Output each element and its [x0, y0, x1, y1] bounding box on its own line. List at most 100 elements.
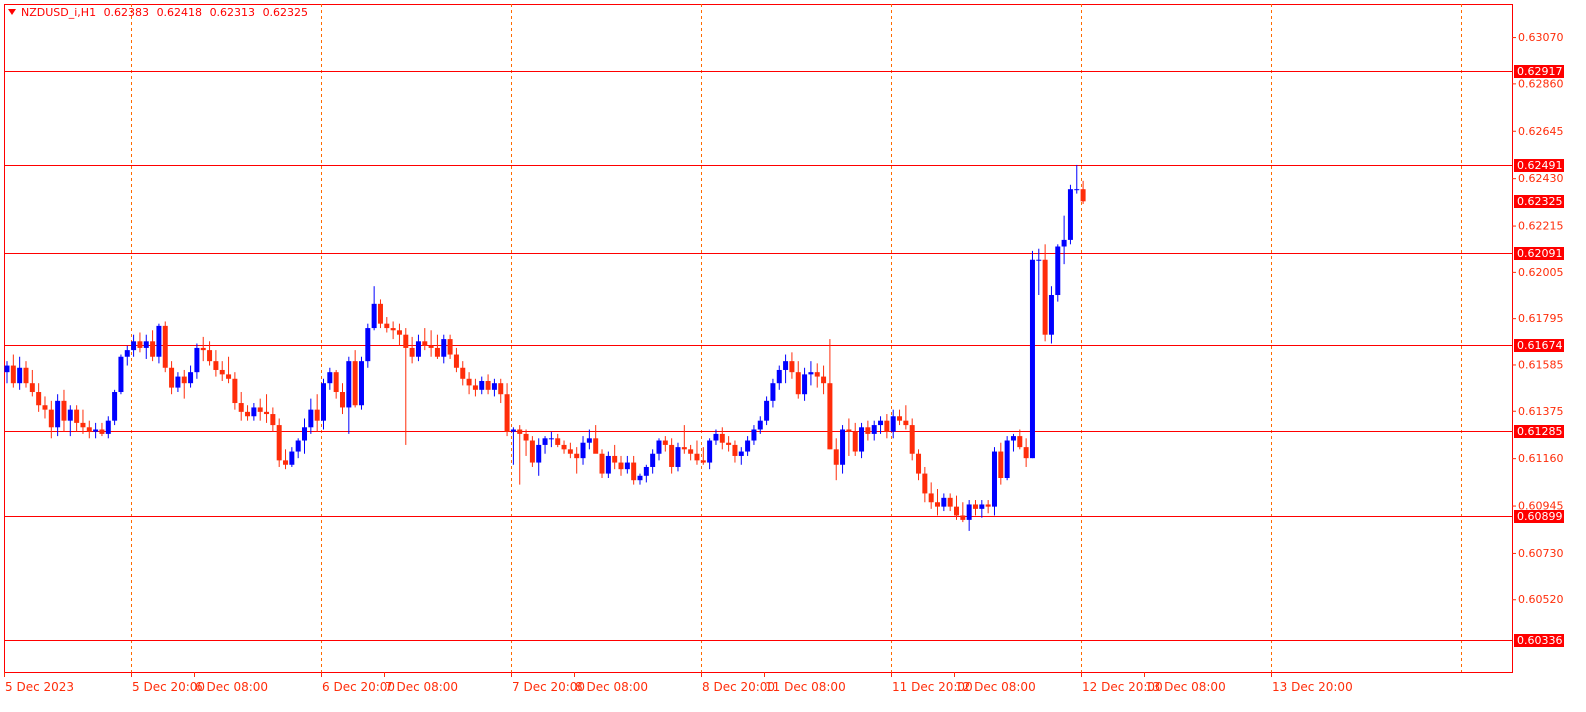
bull-candle-body: [105, 420, 111, 434]
bear-candle-body: [80, 422, 86, 428]
bear-candle-body: [472, 385, 478, 390]
bear-candle-body: [352, 361, 358, 406]
level-price-label: 0.61674: [1517, 339, 1563, 352]
y-tick-label: 0.63070: [1518, 31, 1564, 44]
bear-candle-body: [29, 383, 35, 393]
bull-candle-body: [510, 429, 516, 432]
bull-candle-body: [751, 429, 757, 441]
level-price-tag: [1514, 425, 1564, 438]
bear-candle-body: [36, 392, 42, 406]
bear-candle-body: [561, 444, 567, 450]
bear-candle-body: [954, 506, 959, 516]
bear-candle-body: [409, 347, 415, 357]
bull-candle-body: [624, 462, 630, 470]
bear-candle-body: [1080, 189, 1086, 202]
level-price-tag: [1514, 159, 1564, 172]
bull-candle-body: [17, 367, 23, 384]
level-price-tag: [1514, 634, 1564, 647]
bull-candle-body: [441, 339, 447, 357]
x-tick-label: 12 Dec 20:00: [1082, 680, 1163, 694]
bear-candle-body: [662, 440, 668, 445]
bear-candle-body: [390, 328, 396, 331]
bull-candle-body: [840, 429, 846, 465]
bear-candle-body: [523, 433, 529, 441]
bear-candle-body: [10, 365, 16, 384]
bear-candle-body: [909, 425, 915, 454]
bull-candle-body: [321, 383, 326, 421]
bear-candle-body: [795, 372, 801, 395]
bull-candle-body: [878, 420, 884, 426]
chart-header: NZDUSD_i,H1 0.62383 0.62418 0.62313 0.62…: [8, 6, 312, 19]
level-price-tag: [1514, 65, 1564, 78]
bear-candle-body: [453, 354, 459, 368]
bear-candle-body: [403, 334, 409, 348]
bear-candle-body: [226, 374, 232, 379]
bull-candle-body: [1048, 295, 1054, 335]
bear-candle-body: [162, 325, 168, 368]
bear-candle-body: [181, 376, 187, 384]
bear-candle-body: [947, 497, 953, 507]
bear-candle-body: [726, 442, 732, 445]
y-tick-label: 0.60945: [1518, 500, 1564, 513]
y-tick-label: 0.62860: [1518, 77, 1564, 90]
bull-candle-body: [1004, 440, 1010, 478]
bull-candle-body: [1074, 189, 1080, 191]
bear-candle-body: [827, 383, 833, 450]
bull-candle-body: [650, 453, 656, 467]
bear-candle-body: [485, 380, 491, 390]
bull-candle-body: [479, 380, 485, 390]
bull-candle-body: [1010, 436, 1016, 441]
bull-candle-body: [131, 341, 137, 351]
bull-candle-body: [1055, 246, 1061, 296]
x-tick-label: 5 Dec 20:00: [132, 680, 205, 694]
bear-candle-body: [884, 420, 890, 432]
bear-candle-body: [631, 462, 637, 481]
bear-candle-body: [23, 367, 29, 384]
bear-candle-body: [529, 440, 535, 463]
bear-candle-body: [618, 462, 624, 470]
bull-candle-body: [289, 451, 295, 465]
symbol-label: NZDUSD_i,H1: [21, 6, 97, 19]
bear-candle-body: [972, 504, 978, 509]
bear-candle-body: [396, 330, 402, 335]
bull-candle-body: [536, 444, 542, 463]
bear-candle-body: [42, 405, 48, 410]
bull-candle-body: [605, 455, 611, 474]
bull-candle-body: [707, 440, 713, 463]
level-price-label: 0.62917: [1517, 65, 1563, 78]
bear-candle-body: [245, 411, 251, 417]
bear-candle-body: [283, 460, 289, 465]
y-tick-label: 0.60730: [1518, 547, 1564, 560]
level-price-tag: [1514, 339, 1564, 352]
collapse-triangle-icon[interactable]: [8, 9, 16, 15]
bear-candle-body: [213, 361, 219, 370]
bull-candle-body: [542, 438, 548, 445]
bear-candle-body: [789, 361, 795, 373]
level-price-label: 0.60336: [1517, 634, 1563, 647]
bear-candle-body: [339, 392, 345, 408]
bear-candle-body: [814, 372, 820, 377]
bear-candle-body: [555, 438, 561, 445]
bull-candle-body: [770, 383, 776, 401]
bull-candle-body: [93, 429, 99, 432]
bear-candle-body: [99, 429, 105, 434]
bull-candle-body: [941, 497, 947, 507]
x-tick-label: 13 Dec 08:00: [1145, 680, 1226, 694]
bear-candle-body: [681, 447, 687, 450]
bear-candle-body: [593, 438, 599, 454]
bull-candle-body: [251, 407, 257, 417]
level-price-label: 0.62091: [1517, 247, 1563, 260]
bull-candle-body: [808, 372, 814, 375]
bull-candle-body: [143, 341, 149, 348]
x-tick-label: 7 Dec 08:00: [385, 680, 458, 694]
y-tick-label: 0.60520: [1518, 593, 1564, 606]
bull-candle-body: [415, 341, 421, 357]
level-price-label: 0.60899: [1517, 510, 1563, 523]
bear-candle-body: [314, 409, 320, 421]
bear-candle-body: [732, 444, 738, 456]
bear-candle-body: [960, 515, 966, 520]
bear-candle-body: [333, 372, 339, 393]
bull-candle-body: [991, 451, 997, 507]
